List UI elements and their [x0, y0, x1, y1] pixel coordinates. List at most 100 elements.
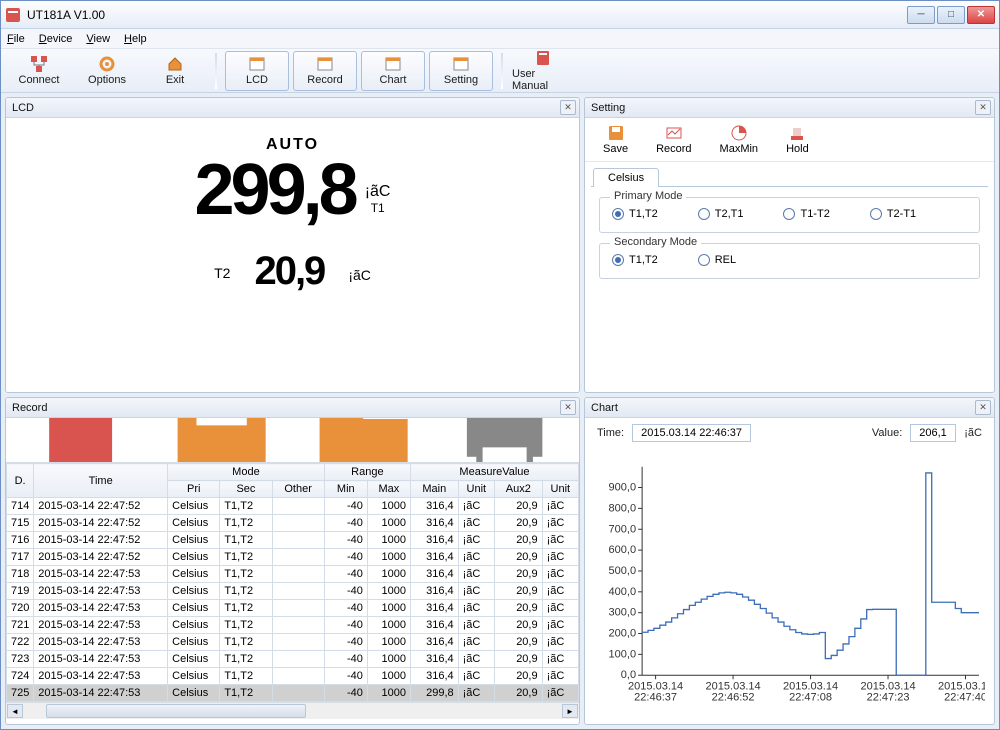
content-area: LCD✕ AUTO 299,8 ¡ãC T1 T2 20,9 ¡ãC [1, 93, 999, 729]
maxmin-icon [730, 124, 748, 142]
window-icon [384, 55, 402, 73]
table-row[interactable]: 7242015-03-14 22:47:53CelsiusT1,T2-40100… [7, 668, 579, 685]
col-mode[interactable]: Mode [168, 464, 325, 481]
setting-record-button[interactable]: Record [656, 124, 691, 155]
table-row[interactable]: 7252015-03-14 22:47:53CelsiusT1,T2-40100… [7, 685, 579, 702]
panel-close-icon[interactable]: ✕ [560, 100, 576, 115]
gear-icon [98, 55, 116, 73]
window-icon [248, 55, 266, 73]
chart-button[interactable]: Chart [361, 51, 425, 91]
menu-device[interactable]: Device [39, 33, 73, 45]
exit-button[interactable]: Exit [143, 51, 207, 91]
primary-mode-group: Primary Mode T1,T2T2,T1T1-T2T2-T1 [599, 197, 980, 233]
save-icon [607, 124, 625, 142]
horizontal-scrollbar[interactable]: ◄ ► [6, 702, 579, 719]
panel-close-icon[interactable]: ✕ [560, 400, 576, 415]
lcd-button[interactable]: LCD [225, 51, 289, 91]
hold-icon [788, 124, 806, 142]
lcd-panel: LCD✕ AUTO 299,8 ¡ãC T1 T2 20,9 ¡ãC [5, 97, 580, 393]
menubar: File Device View Help [1, 29, 999, 49]
svg-text:22:47:23: 22:47:23 [867, 691, 910, 703]
maximize-button[interactable]: □ [937, 6, 965, 24]
setting-hold-button[interactable]: Hold [786, 124, 809, 155]
radio-t2-t1[interactable]: T2-T1 [870, 208, 916, 220]
radio-t1-t2[interactable]: T1-T2 [783, 208, 829, 220]
book-icon [534, 49, 552, 67]
svg-text:400,0: 400,0 [609, 586, 637, 598]
lcd-main-value: 299,8 [195, 158, 355, 223]
scroll-left-icon[interactable]: ◄ [7, 704, 23, 718]
options-button[interactable]: Options [75, 51, 139, 91]
lcd-main-unit: ¡ãC [365, 183, 391, 201]
connect-icon [30, 55, 48, 73]
table-row[interactable]: 7222015-03-14 22:47:53CelsiusT1,T2-40100… [7, 634, 579, 651]
col-mv[interactable]: MeasureValue [410, 464, 578, 481]
setting-panel-header: Setting✕ [585, 98, 994, 118]
secondary-mode-group: Secondary Mode T1,T2REL [599, 243, 980, 279]
chart-panel-header: Chart✕ [585, 398, 994, 418]
menu-help[interactable]: Help [124, 33, 147, 45]
svg-text:900,0: 900,0 [609, 482, 637, 494]
home-icon [166, 55, 184, 73]
titlebar: UT181A V1.00 ─ □ ✕ [1, 1, 999, 29]
chart-time-label: Time: [597, 427, 624, 439]
svg-text:500,0: 500,0 [609, 565, 637, 577]
radio-t1-t2[interactable]: T1,T2 [612, 208, 658, 220]
svg-text:100,0: 100,0 [609, 648, 637, 660]
radio-t1-t2[interactable]: T1,T2 [612, 254, 658, 266]
setting-panel: Setting✕ Save Record MaxMin Hold Celsius… [584, 97, 995, 393]
chart-value-label: Value: [872, 427, 902, 439]
window-title: UT181A V1.00 [27, 8, 907, 22]
radio-rel[interactable]: REL [698, 254, 736, 266]
col-id[interactable]: D. [7, 464, 34, 498]
panel-close-icon[interactable]: ✕ [975, 400, 991, 415]
lcd-sec-value: 20,9 [254, 253, 324, 289]
chart-value-unit: ¡ãC [964, 427, 982, 439]
svg-text:700,0: 700,0 [609, 523, 637, 535]
table-row[interactable]: 7162015-03-14 22:47:52CelsiusT1,T2-40100… [7, 532, 579, 549]
toolbar-separator [501, 53, 503, 89]
usermanual-button[interactable]: User Manual [511, 51, 575, 91]
svg-text:22:46:52: 22:46:52 [712, 691, 755, 703]
chart-panel: Chart✕ Time: 2015.03.14 22:46:37 Value: … [584, 397, 995, 725]
setting-button[interactable]: Setting [429, 51, 493, 91]
menu-view[interactable]: View [86, 33, 110, 45]
scrollbar-thumb[interactable] [46, 704, 306, 718]
col-range[interactable]: Range [324, 464, 410, 481]
window-icon [316, 55, 334, 73]
record-panel: Record✕ Clear Save Load Print D. Time [5, 397, 580, 725]
tab-celsius[interactable]: Celsius [593, 168, 659, 187]
chart-time-value: 2015.03.14 22:46:37 [632, 424, 751, 442]
table-row[interactable]: 7232015-03-14 22:47:53CelsiusT1,T2-40100… [7, 651, 579, 668]
table-row[interactable]: 7192015-03-14 22:47:53CelsiusT1,T2-40100… [7, 583, 579, 600]
lcd-t2-label: T2 [214, 265, 230, 281]
minimize-button[interactable]: ─ [907, 6, 935, 24]
connect-button[interactable]: Connect [7, 51, 71, 91]
table-row[interactable]: 7182015-03-14 22:47:53CelsiusT1,T2-40100… [7, 566, 579, 583]
table-row[interactable]: 7202015-03-14 22:47:53CelsiusT1,T2-40100… [7, 600, 579, 617]
chart-value-value: 206,1 [910, 424, 956, 442]
setting-save-button[interactable]: Save [603, 124, 628, 155]
table-row[interactable]: 7152015-03-14 22:47:52CelsiusT1,T2-40100… [7, 515, 579, 532]
close-button[interactable]: ✕ [967, 6, 995, 24]
toolbar: Connect Options Exit LCD Record Chart Se… [1, 49, 999, 93]
lcd-main-sub: T1 [371, 201, 385, 215]
table-row[interactable]: 7142015-03-14 22:47:52CelsiusT1,T2-40100… [7, 498, 579, 515]
svg-text:200,0: 200,0 [609, 628, 637, 640]
table-row[interactable]: 7172015-03-14 22:47:52CelsiusT1,T2-40100… [7, 549, 579, 566]
col-time[interactable]: Time [34, 464, 168, 498]
setting-maxmin-button[interactable]: MaxMin [720, 124, 759, 155]
record-panel-header: Record✕ [6, 398, 579, 418]
record-button[interactable]: Record [293, 51, 357, 91]
menu-file[interactable]: File [7, 33, 25, 45]
table-row[interactable]: 7212015-03-14 22:47:53CelsiusT1,T2-40100… [7, 617, 579, 634]
svg-text:22:47:08: 22:47:08 [789, 691, 832, 703]
radio-t2-t1[interactable]: T2,T1 [698, 208, 744, 220]
panel-close-icon[interactable]: ✕ [975, 100, 991, 115]
lcd-panel-header: LCD✕ [6, 98, 579, 118]
svg-text:600,0: 600,0 [609, 544, 637, 556]
scroll-right-icon[interactable]: ► [562, 704, 578, 718]
window-icon [452, 55, 470, 73]
svg-text:22:47:40: 22:47:40 [944, 691, 985, 703]
lcd-sec-unit: ¡ãC [348, 267, 371, 283]
